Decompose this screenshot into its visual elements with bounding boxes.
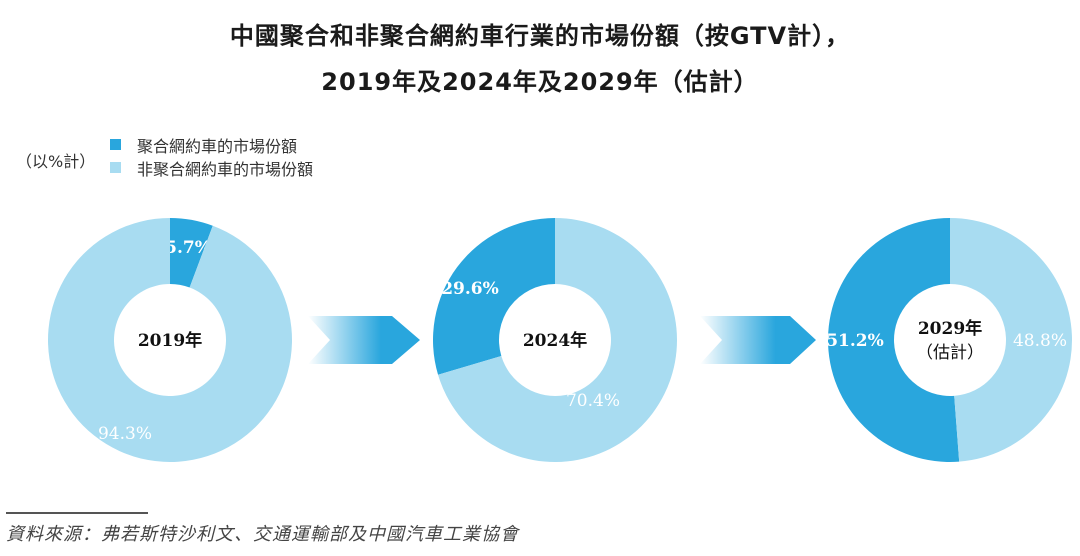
donut-center-label: （估計） — [916, 343, 984, 363]
slice-value-label: 5.7% — [165, 238, 211, 258]
slice-aggregated — [433, 218, 555, 375]
chart-title-line1: 中國聚合和非聚合網約車行業的市場份額（按GTV計）， — [229, 22, 851, 50]
unit-label: （以%計） — [16, 152, 96, 171]
arrow-right-icon — [700, 316, 816, 364]
slice-non-aggregated — [438, 218, 677, 462]
legend: 聚合網約車的市場份額 非聚合網約車的市場份額 — [110, 133, 313, 179]
legend-label: 非聚合網約車的市場份額 — [137, 159, 314, 179]
donut-center-label: 2024年 — [523, 330, 587, 351]
slice-non-aggregated — [950, 218, 1072, 462]
slice-value-label: 70.4% — [566, 391, 620, 411]
donut-center-label: 2019年 — [138, 330, 202, 351]
donut-center-label: 2029年 — [918, 318, 982, 339]
slice-non-aggregated — [47, 218, 292, 462]
donut-2019: 5.7% 94.3% 2019年 — [47, 218, 292, 462]
source-note: 資料來源：弗若斯特沙利文、交通運輸部及中國汽車工業協會 — [6, 524, 519, 545]
slice-value-label: 51.2% — [826, 331, 884, 351]
donut-2024: 29.6% 70.4% 2024年 — [433, 218, 677, 462]
slice-aggregated — [827, 218, 960, 462]
slice-aggregated — [170, 218, 213, 288]
slice-value-label: 29.6% — [441, 279, 499, 299]
legend-label: 聚合網約車的市場份額 — [137, 136, 298, 156]
slice-value-label: 48.8% — [1013, 331, 1067, 351]
legend-swatch-non-aggregated — [110, 162, 121, 173]
arrow-right-icon — [308, 316, 420, 364]
slice-value-label: 94.3% — [98, 424, 152, 444]
legend-item-aggregated: 聚合網約車的市場份額 — [110, 133, 313, 156]
source-divider — [6, 512, 148, 514]
legend-swatch-aggregated — [110, 139, 121, 150]
donut-2029: 51.2% 48.8% 2029年 （估計） — [826, 218, 1072, 462]
legend-item-non-aggregated: 非聚合網約車的市場份額 — [110, 156, 313, 179]
chart-title-line2: 2019年及2024年及2029年（估計） — [321, 68, 759, 96]
